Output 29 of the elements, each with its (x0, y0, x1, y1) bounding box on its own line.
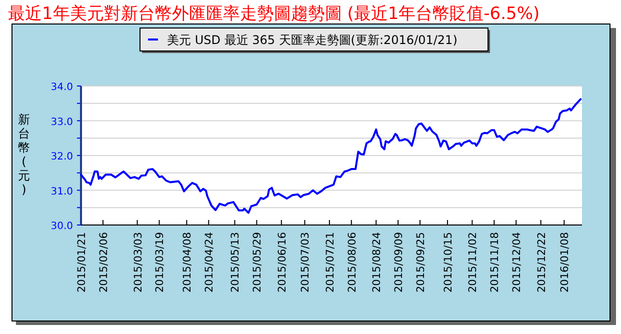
x-tick-label: 2015/08/06 (346, 232, 358, 293)
x-tick-label: 2015/01/21 (76, 232, 88, 293)
chart-title: 最近1年美元對新台幣外匯匯率走勢圖趨勢圖 (最近1年台幣貶值-6.5%) (8, 4, 540, 24)
x-tick-label: 2015/05/13 (230, 232, 242, 293)
x-tick-label: 2015/04/24 (204, 232, 216, 293)
x-tick-label: 2015/03/03 (132, 232, 144, 293)
x-tick-label: 2015/11/02 (467, 232, 480, 293)
x-tick-label: 2015/10/15 (442, 232, 454, 293)
x-tick-label: 2015/06/16 (276, 232, 288, 293)
x-tick-label: 2015/09/09 (393, 232, 406, 293)
x-tick-label: 2015/05/29 (252, 232, 264, 293)
legend-label: 美元 USD 最近 365 天匯率走勢圖(更新:2016/01/21) (167, 33, 458, 47)
y-tick-label: 30.0 (50, 221, 73, 232)
x-tick-label: 2015/07/03 (300, 232, 312, 293)
x-tick-label: 2015/09/25 (415, 232, 428, 293)
x-tick-label: 2016/01/08 (559, 232, 572, 293)
x-tick-label: 2015/12/22 (536, 232, 548, 293)
x-tick-label: 2015/12/04 (511, 232, 524, 293)
x-tick-label: 2015/11/18 (489, 232, 502, 293)
x-tick-label: 2015/02/06 (98, 232, 110, 293)
x-tick-label: 2015/04/08 (182, 232, 194, 293)
x-tick-label: 2015/08/24 (371, 232, 384, 293)
y-tick-label: 33.0 (50, 116, 73, 128)
x-tick-label: 2015/07/21 (324, 232, 336, 293)
y-tick-label: 31.0 (50, 186, 73, 198)
y-tick-label: 34.0 (50, 82, 73, 93)
x-tick-label: 2015/03/19 (154, 232, 166, 293)
y-tick-label: 32.0 (50, 152, 73, 162)
y-axis-title: 新台幣(元) (18, 112, 30, 196)
